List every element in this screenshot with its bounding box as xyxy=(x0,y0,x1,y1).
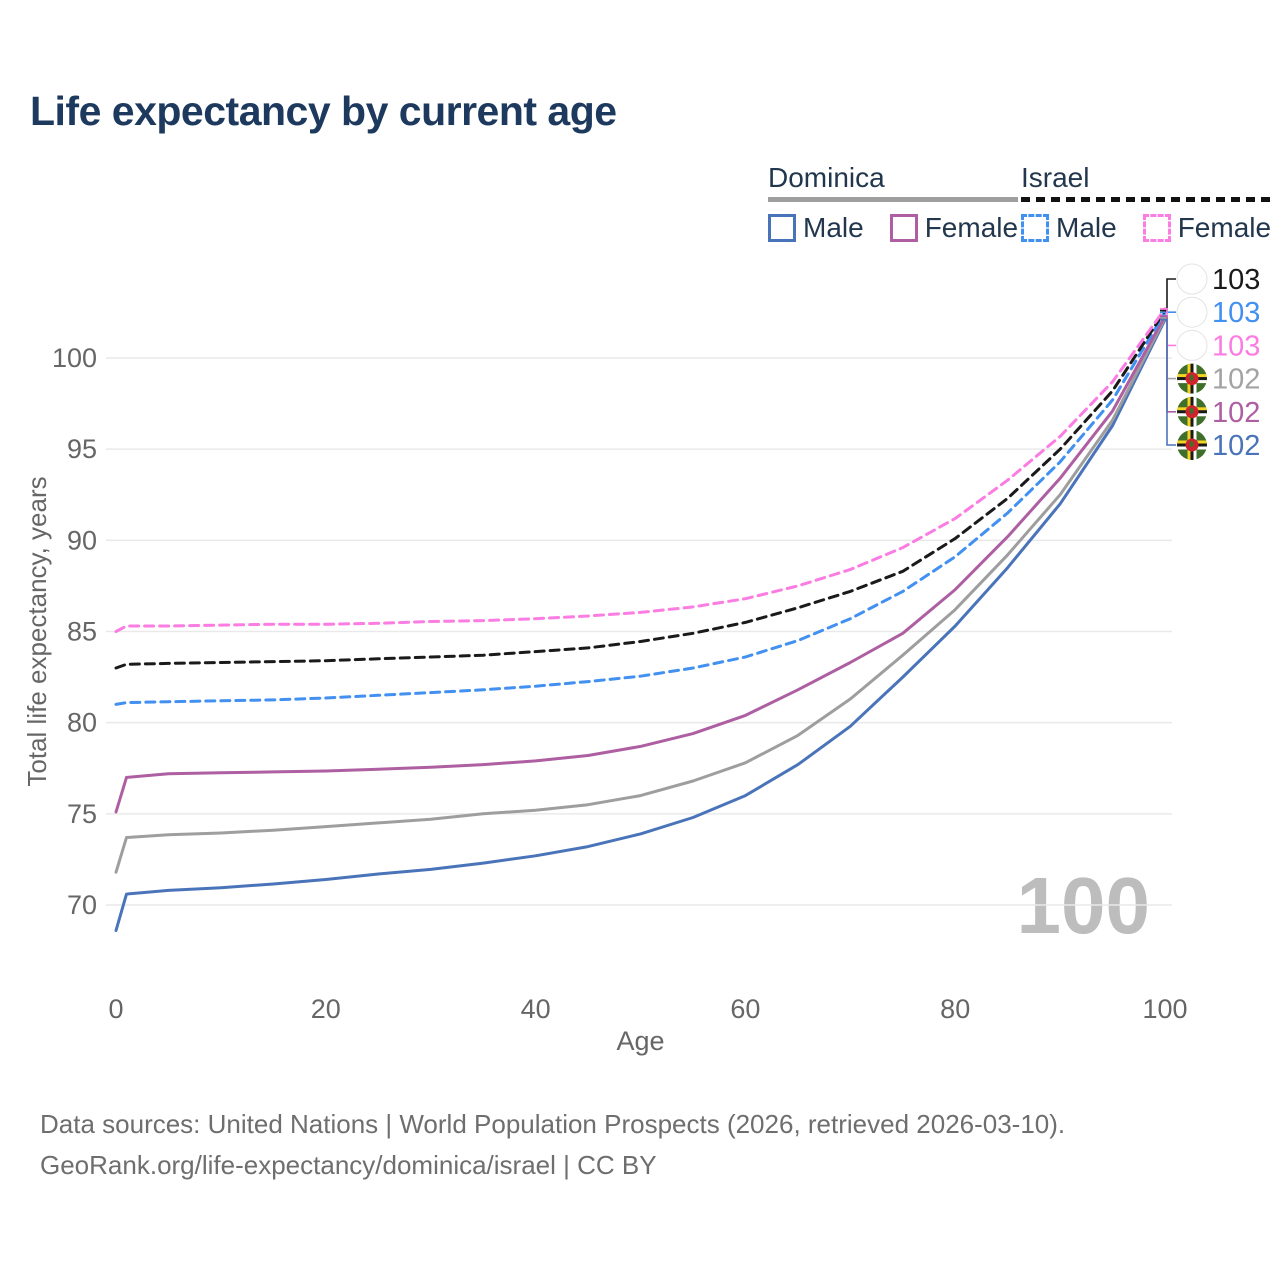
legend-item-israel-male[interactable]: Male xyxy=(1021,212,1117,244)
end-value-label-dominica-female: 102 xyxy=(1212,397,1260,429)
dominica-male-swatch-icon xyxy=(768,214,796,242)
legend-underline-israel-dashed xyxy=(1021,197,1272,202)
flag-icon-israel xyxy=(1176,296,1208,328)
y-tick-label: 85 xyxy=(67,616,97,646)
end-value-label-israel-female: 103 xyxy=(1212,330,1260,362)
series-line-dominica-male xyxy=(114,318,1167,932)
x-tick-label: 40 xyxy=(521,994,551,1024)
y-axis-title: Total life expectancy, years xyxy=(22,476,52,786)
end-value-label-israel-total: 103 xyxy=(1212,264,1260,296)
label-leader-line xyxy=(1160,278,1176,312)
series-line-dominica-female xyxy=(114,314,1167,814)
end-value-label-dominica-total: 102 xyxy=(1212,364,1260,396)
series-line-israel-female xyxy=(114,307,1167,633)
y-tick-label: 75 xyxy=(67,799,97,829)
y-tick-label: 80 xyxy=(67,708,97,738)
legend-group-dominica: Dominica Male Female xyxy=(768,162,1019,244)
flag-icon-israel xyxy=(1176,263,1208,295)
legend-country-israel: Israel xyxy=(1021,162,1090,193)
flag-icon-dominica xyxy=(1177,396,1207,427)
legend-underline-dominica-solid xyxy=(768,197,1019,202)
legend-item-label: Male xyxy=(803,212,864,243)
legend-item-label: Male xyxy=(1056,212,1117,243)
flag-icon-israel xyxy=(1176,329,1208,361)
data-sources-text: Data sources: United Nations | World Pop… xyxy=(40,1109,1066,1139)
x-axis-title: Age xyxy=(616,1026,664,1056)
legend-country-dominica: Dominica xyxy=(768,162,885,193)
legend-group-israel: Israel Male Female xyxy=(1021,162,1272,244)
series-line-israel-male xyxy=(114,310,1167,706)
legend-item-israel-female[interactable]: Female xyxy=(1142,212,1272,244)
x-tick-label: 20 xyxy=(311,994,341,1024)
label-leader-line xyxy=(1160,318,1176,446)
series-line-dominica-total xyxy=(114,316,1167,874)
israel-male-swatch-icon xyxy=(1021,214,1049,242)
end-value-label-israel-male: 103 xyxy=(1212,297,1260,329)
israel-female-swatch-icon xyxy=(1142,214,1171,242)
legend-item-label: Female xyxy=(924,212,1019,243)
y-tick-label: 100 xyxy=(52,343,97,373)
legend-item-label: Female xyxy=(1177,212,1272,243)
series-line-israel-total xyxy=(114,309,1167,670)
x-tick-label: 0 xyxy=(108,994,123,1024)
flag-icon-dominica xyxy=(1177,363,1207,394)
attribution-text: GeoRank.org/life-expectancy/dominica/isr… xyxy=(40,1150,657,1180)
legend-item-dominica-male[interactable]: Male xyxy=(768,212,864,244)
dominica-female-swatch-icon xyxy=(889,214,918,242)
flag-icon-dominica xyxy=(1177,430,1207,460)
end-value-label-dominica-male: 102 xyxy=(1212,430,1260,462)
legend-item-dominica-female[interactable]: Female xyxy=(889,212,1019,244)
y-tick-label: 90 xyxy=(67,525,97,555)
x-tick-label: 100 xyxy=(1142,994,1187,1024)
label-leader-line xyxy=(1160,315,1176,413)
x-tick-label: 60 xyxy=(730,994,760,1024)
y-tick-label: 70 xyxy=(67,890,97,920)
x-tick-label: 80 xyxy=(940,994,970,1024)
footer: Data sources: United Nations | World Pop… xyxy=(40,1104,1065,1186)
chart-title: Life expectancy by current age xyxy=(30,88,617,134)
y-tick-label: 95 xyxy=(67,434,97,464)
